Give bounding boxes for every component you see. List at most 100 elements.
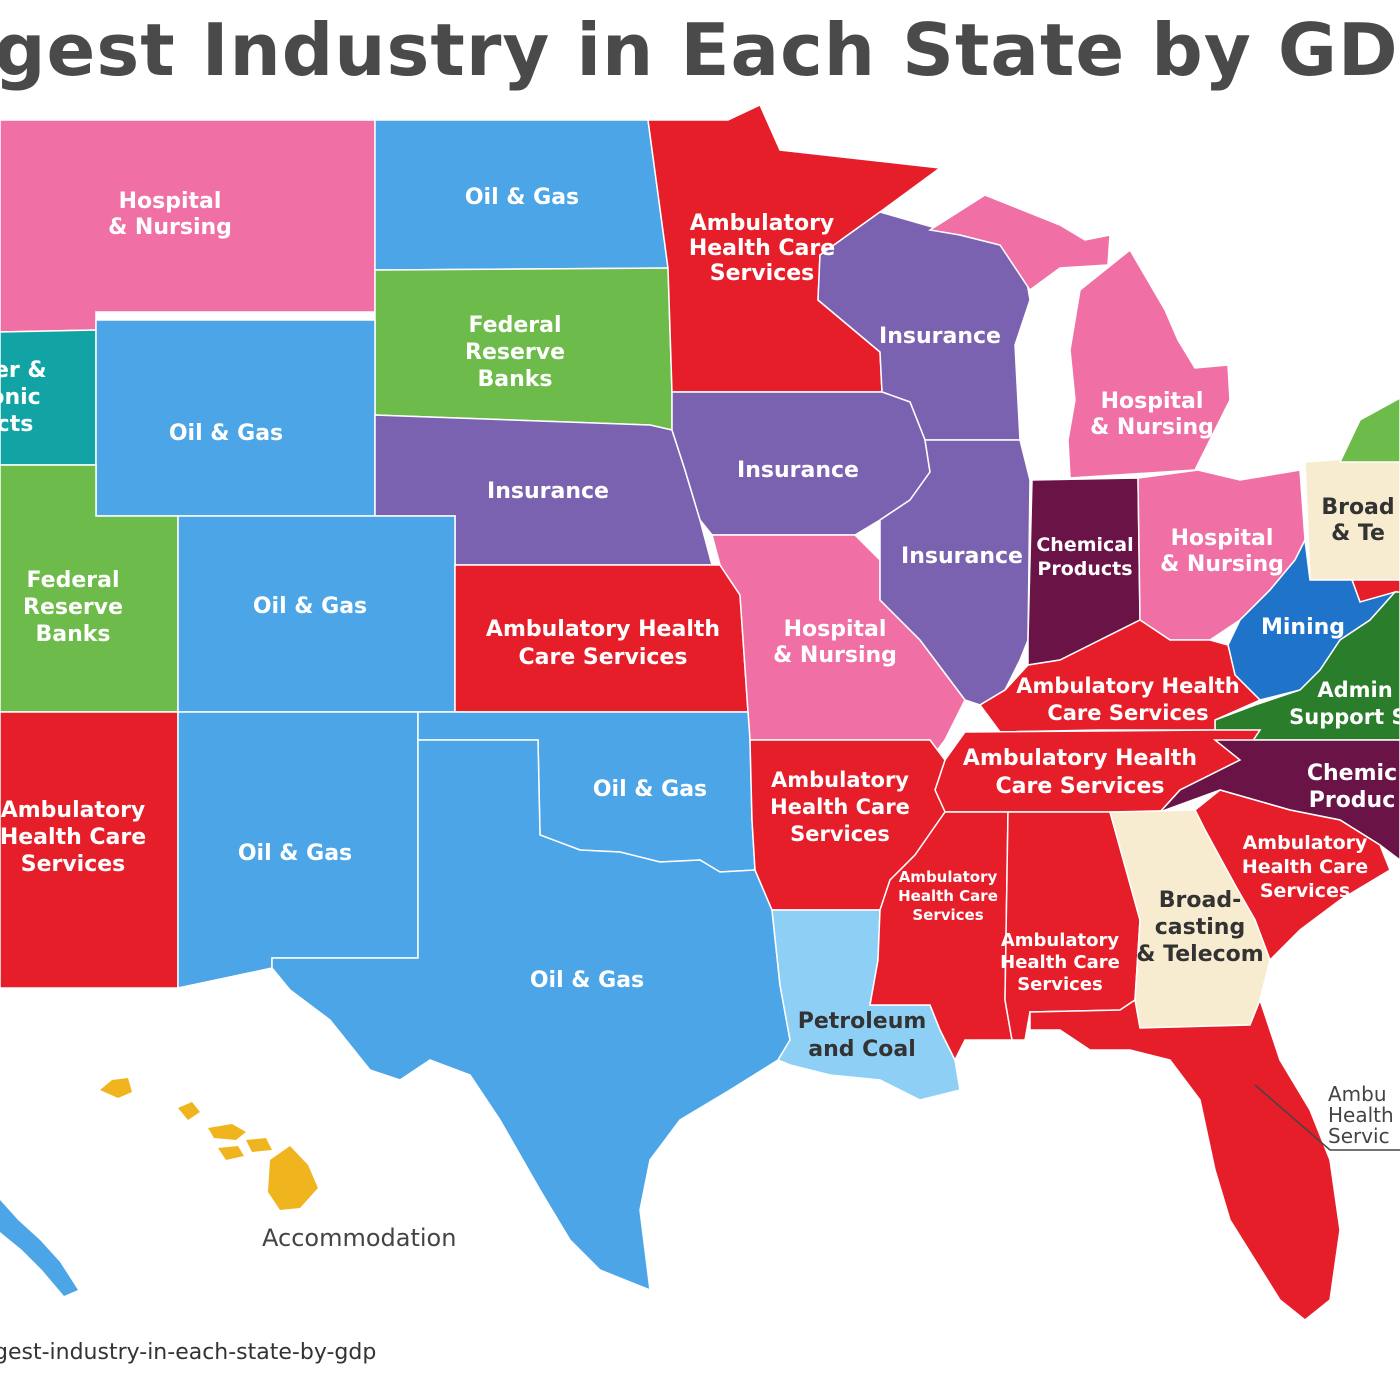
label-arizona: Ambulatory Health Care Services	[0, 798, 146, 877]
label-ohio: Hospital & Nursing	[1160, 526, 1284, 577]
label-line: & Nursing	[773, 643, 897, 668]
label-line: Services	[1260, 880, 1350, 902]
state-arizona	[0, 711, 179, 989]
label-line: Hospital	[1171, 526, 1274, 551]
label-louisiana: Petroleum and Coal	[798, 1009, 927, 1062]
label-wisconsin: Insurance	[879, 324, 1001, 349]
label-iowa: Insurance	[737, 458, 859, 483]
label-line: Care Services	[1047, 701, 1208, 725]
label-arkansas: Ambulatory Health Care Services	[770, 768, 910, 846]
state-michigan-lower	[1067, 248, 1231, 479]
label-line: Ambulatory	[1001, 930, 1120, 951]
label-line: Chemic	[1307, 761, 1397, 786]
label-line: & Nursing	[108, 215, 232, 240]
label-line: Oil & Gas	[593, 777, 707, 802]
label-line: Federal	[469, 313, 562, 338]
label-line: Reserve	[23, 595, 123, 620]
label-line: casting	[1155, 915, 1245, 940]
label-michigan: Hospital & Nursing	[1090, 389, 1214, 440]
state-texas	[271, 739, 791, 1292]
label-line: Produc	[1309, 788, 1396, 813]
label-line: Servic	[1328, 1124, 1390, 1148]
label-line: Hospital	[1101, 389, 1204, 414]
label-illinois: Insurance	[901, 544, 1023, 569]
label-line: Services	[710, 261, 815, 286]
label-line: Services	[1017, 974, 1103, 995]
label-line: Ambulatory Health	[1016, 674, 1239, 698]
label-line: Health Care	[770, 795, 910, 819]
label-montana: Hospital & Nursing	[108, 189, 232, 240]
label-line: Broad-	[1159, 888, 1241, 913]
label-line: Ambulatory	[899, 868, 998, 886]
label-line: and Coal	[808, 1037, 916, 1062]
label-line: Products	[1037, 558, 1132, 580]
label-line: Banks	[35, 622, 110, 647]
label-wyoming: Oil & Gas	[169, 421, 283, 446]
label-line: Insurance	[737, 458, 859, 483]
label-line: Oil & Gas	[465, 185, 579, 210]
label-line: ter &	[0, 358, 47, 383]
label-line: Banks	[477, 367, 552, 392]
label-line: Care Services	[519, 645, 688, 670]
label-line: onic	[0, 385, 41, 410]
florida-pointer-line	[1254, 1084, 1400, 1151]
state-georgia	[1109, 809, 1271, 1029]
label-line: Oil & Gas	[238, 841, 352, 866]
label-line: Oil & Gas	[253, 594, 367, 619]
label-line: Oil & Gas	[169, 421, 283, 446]
lake-michigan	[1025, 268, 1080, 480]
state-kentucky	[978, 619, 1262, 733]
map-title: gest Industry in Each State by GDP	[0, 8, 1400, 92]
label-line: Chemical	[1036, 534, 1133, 556]
source-url: gest-industry-in-each-state-by-gdp	[0, 1340, 377, 1365]
label-line: Mining	[1261, 615, 1345, 640]
label-line: Insurance	[879, 324, 1001, 349]
label-line: Insurance	[487, 479, 609, 504]
label-virginia: Admin Support Se	[1289, 678, 1400, 729]
label-line: Ambu	[1328, 1082, 1387, 1106]
state-hawaii	[100, 1078, 318, 1210]
state-florida	[1029, 997, 1341, 1321]
label-line: cts	[0, 412, 33, 437]
label-pennsylvania: Broad & Te	[1321, 495, 1394, 546]
label-minnesota: Ambulatory Health Care Services	[689, 211, 835, 286]
label-line: Broad	[1321, 495, 1394, 520]
label-line: & Telecom	[1136, 942, 1263, 967]
label-line: Ambulatory	[1243, 832, 1368, 854]
state-virginia	[1214, 591, 1400, 741]
state-new-york	[1338, 397, 1400, 463]
state-wyoming	[95, 319, 376, 517]
state-alaska	[0, 1200, 78, 1296]
label-line: & Te	[1331, 521, 1385, 546]
label-north-carolina: Chemic Produc	[1307, 761, 1397, 813]
label-line: Oil & Gas	[530, 968, 644, 993]
label-line: Services	[21, 852, 126, 877]
state-illinois	[879, 439, 1031, 706]
label-indiana: Chemical Products	[1036, 534, 1133, 580]
label-line: Support Se	[1289, 705, 1400, 729]
label-oklahoma: Oil & Gas	[593, 777, 707, 802]
label-line: Ambulatory Health	[963, 746, 1197, 771]
label-utah: Federal Reserve Banks	[23, 568, 123, 647]
label-tennessee: Ambulatory Health Care Services	[963, 746, 1197, 799]
label-west-virginia: Mining	[1261, 615, 1345, 640]
label-line: Ambulatory	[1, 798, 146, 823]
label-line: Ambulatory	[771, 768, 909, 792]
label-line: Services	[790, 822, 890, 846]
label-line: Accommodation	[262, 1224, 456, 1252]
label-line: Health Care	[689, 236, 835, 261]
label-line: Hospital	[119, 189, 222, 214]
label-georgia: Broad-casting & Telecom	[1136, 888, 1263, 967]
label-line: Admin	[1317, 678, 1392, 702]
label-new-mexico: Oil & Gas	[238, 841, 352, 866]
label-idaho: ter &oniccts	[0, 358, 47, 437]
label-line: Insurance	[901, 544, 1023, 569]
label-line: Federal	[27, 568, 120, 593]
label-line: & Nursing	[1160, 552, 1284, 577]
label-missouri: Hospital & Nursing	[773, 617, 897, 668]
label-line: Ambulatory Health	[486, 617, 720, 642]
label-line: Health Care	[1242, 856, 1368, 878]
label-line: Care Services	[996, 774, 1165, 799]
